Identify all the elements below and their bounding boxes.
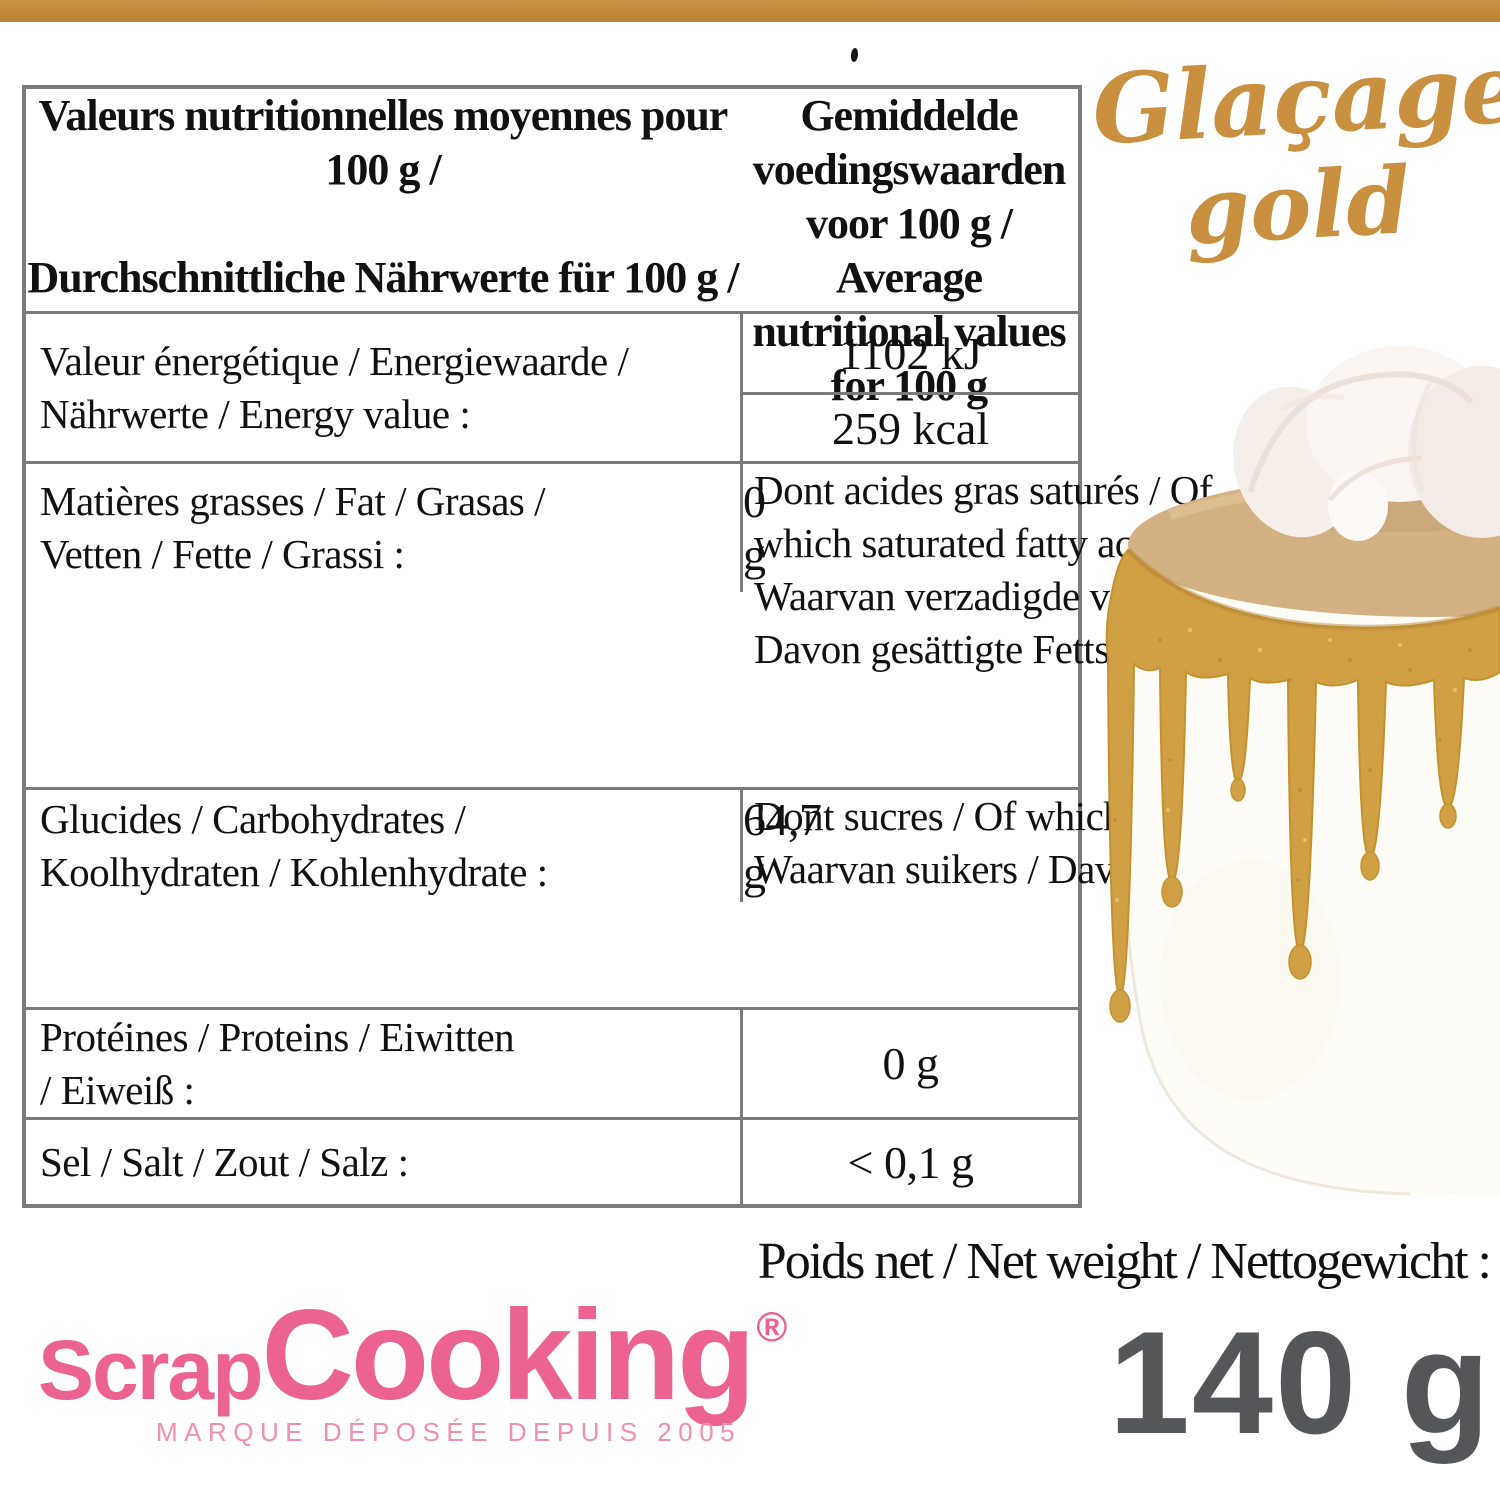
brand-part-cooking: Cooking	[261, 1284, 755, 1427]
header-line-fr: Valeurs nutritionnelles moyennes pour 10…	[38, 91, 729, 194]
fat-label: Matières grasses / Fat / Grasas / Vetten…	[26, 464, 740, 592]
brand-part-scrap: Scrap	[38, 1323, 263, 1417]
net-weight-value: 140 g	[1108, 1301, 1492, 1464]
salt-label-line1: Sel / Salt / Zout / Salz :	[40, 1138, 409, 1185]
energy-label: Valeur énergétique / Energiewaarde / Näh…	[26, 314, 740, 461]
proteins-value: 0 g	[740, 1010, 1078, 1117]
header-line-de: Durchschnittliche Nährwerte für 100 g /	[27, 253, 740, 302]
energy-value-kcal: 259 kcal	[743, 392, 1078, 461]
gold-drip-glaze	[1105, 548, 1500, 998]
carbohydrates-value: 64,7 g	[740, 790, 822, 902]
cake-photo	[1105, 346, 1500, 1196]
registered-trademark-symbol: ®	[756, 1303, 788, 1350]
salt-value: < 0,1 g	[740, 1120, 1078, 1204]
brand-tagline: MARQUE DÉPOSÉE DEPUIS 2005	[156, 1417, 742, 1447]
energy-label-line1: Valeur énergétique / Energiewaarde /	[40, 337, 629, 384]
meringue-topping	[1233, 346, 1500, 541]
fat-value: 0 g	[740, 464, 766, 592]
cake-top-surface	[1128, 473, 1500, 617]
fat-subrow: Matières grasses / Fat / Grasas / Vetten…	[26, 464, 766, 592]
proteins-label-line1: Protéines / Proteins / Eiwitten	[40, 1013, 515, 1060]
table-row-energy: Valeur énergétique / Energiewaarde / Näh…	[26, 311, 1078, 461]
header-line-en: Average nutritional values for 100 g	[752, 253, 1066, 410]
table-row-carbohydrates: Glucides / Carbohydrates / Koolhydraten …	[26, 787, 1500, 1007]
energy-value-kj: 1102 kJ	[839, 327, 982, 379]
table-row-salt: Sel / Salt / Zout / Salz : < 0,1 g	[26, 1117, 1078, 1204]
proteins-label-line2: / Eiweiß :	[40, 1066, 195, 1113]
product-title: Glaçage gold	[1089, 31, 1500, 266]
fat-label-line1: Matières grasses / Fat / Grasas /	[40, 478, 546, 524]
net-weight-label: Poids net / Net weight / Nettogewicht :	[757, 1233, 1492, 1290]
carbohydrates-subrow: Glucides / Carbohydrates / Koolhydraten …	[26, 790, 822, 902]
energy-values: 1102 kJ 259 kcal	[740, 314, 1078, 461]
proteins-label: Protéines / Proteins / Eiwitten / Eiweiß…	[26, 1010, 740, 1117]
energy-label-line2: Nährwerte / Energy value :	[40, 390, 471, 437]
carb-label-line1: Glucides / Carbohydrates /	[40, 796, 466, 842]
satfat-label-line1: Dont acides gras saturés / Of	[754, 467, 1213, 513]
carb-label-line2: Koolhydraten / Kohlenhydrate :	[40, 849, 548, 895]
fat-label-line2: Vetten / Fette / Grassi :	[40, 531, 405, 577]
product-title-line2: gold	[1182, 146, 1414, 266]
print-dot	[850, 47, 859, 63]
table-row-fat: Matières grasses / Fat / Grasas / Vetten…	[26, 461, 1480, 787]
nutrition-table-header: Valeurs nutritionnelles moyennes pour 10…	[26, 89, 1078, 410]
carbohydrates-label: Glucides / Carbohydrates / Koolhydraten …	[26, 790, 740, 902]
table-row-proteins: Protéines / Proteins / Eiwitten / Eiweiß…	[26, 1007, 1078, 1117]
brand-wordmark: Scrap Cooking ®	[38, 1282, 798, 1429]
nutrition-table: Valeurs nutritionnelles moyennes pour 10…	[22, 85, 1500, 1208]
salt-label: Sel / Salt / Zout / Salz :	[26, 1120, 740, 1204]
brand-logo: Scrap Cooking ® MARQUE DÉPOSÉE DEPUIS 2005	[38, 1282, 798, 1448]
top-gold-bar	[0, 0, 1500, 22]
product-title-line1: Glaçage	[1089, 31, 1500, 167]
header-line-nl: Gemiddelde voedingswaarden voor 100 g /	[752, 91, 1067, 248]
